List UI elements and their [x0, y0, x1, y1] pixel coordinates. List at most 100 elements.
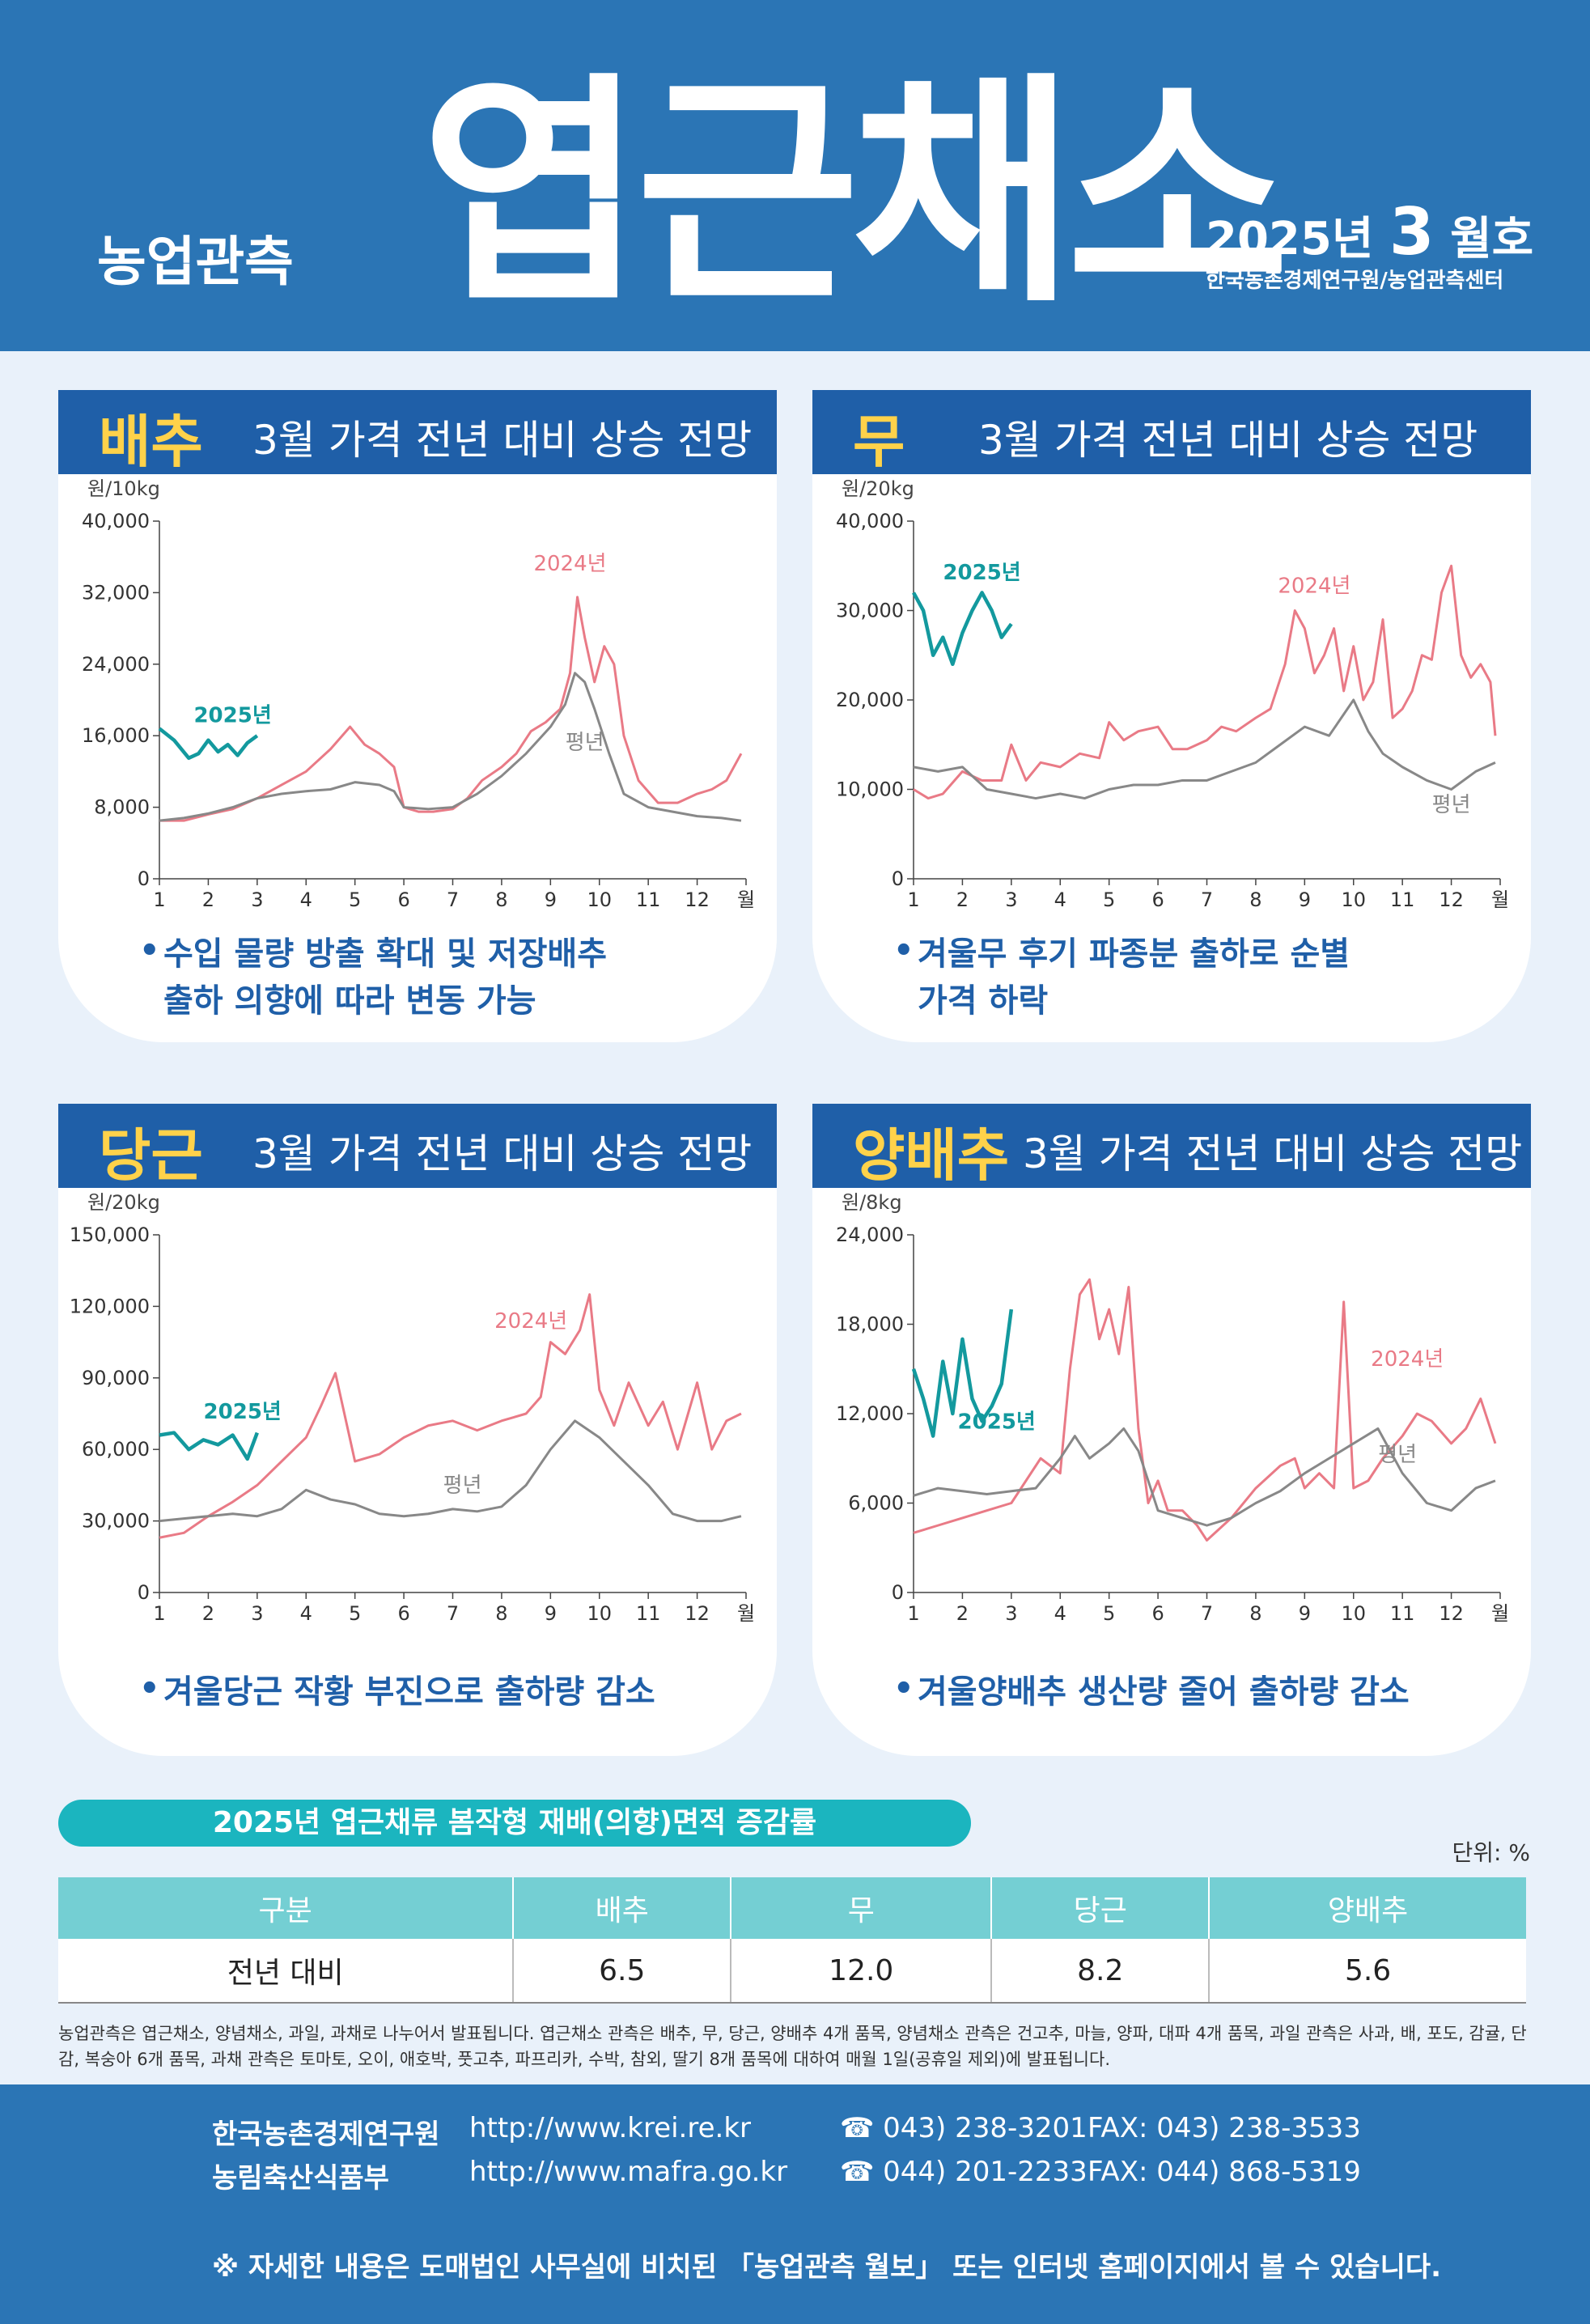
issue-date: 2025년 3 월호	[1206, 194, 1533, 269]
x-tick-label: 2	[202, 888, 214, 911]
y-tick-label: 60,000	[82, 1438, 150, 1461]
y-unit-label: 원/10kg	[87, 477, 160, 500]
x-tick-label: 5	[349, 888, 361, 911]
series-line-2024년	[913, 1278, 1497, 1542]
org-name: 한국농촌경제연구원	[212, 2118, 440, 2151]
x-tick-label: 2	[956, 1602, 969, 1625]
panel-title-bar: 배추 3월 가격 전년 대비 상승 전망	[58, 390, 777, 475]
header: 농업관측 엽근채소 2025년 3 월호 한국농촌경제연구원/농업관측센터	[0, 0, 1590, 351]
y-unit-label: 원/8kg	[842, 1191, 902, 1214]
publisher: 한국농촌경제연구원/농업관측센터	[1206, 269, 1504, 293]
x-tick-label: 5	[349, 1602, 361, 1625]
panel-headline: 3월 가격 전년 대비 상승 전망	[252, 417, 753, 464]
footnote: 농업관측은 엽근채소, 양념채소, 과일, 과채로 나누어서 발표됩니다. 엽근…	[58, 2024, 1527, 2069]
x-tick-label: 11	[1390, 1602, 1415, 1625]
y-tick-label: 90,000	[82, 1367, 150, 1389]
y-tick-label: 30,000	[82, 1510, 150, 1533]
series-label: 평년	[1378, 1443, 1417, 1467]
panel-headline: 3월 가격 전년 대비 상승 전망	[252, 1130, 753, 1177]
y-tick-label: 10,000	[836, 778, 904, 801]
x-tick-label: 12	[685, 1602, 710, 1625]
x-tick-label: 12	[685, 888, 710, 911]
table-title: 2025년 엽근채류 봄작형 재배(의향)면적 증감률	[58, 1800, 971, 1847]
org-phone: ☎ 044) 201-2233	[840, 2156, 1088, 2188]
table-cell: 전년 대비	[58, 1939, 514, 2004]
x-tick-label: 11	[636, 1602, 661, 1625]
y-tick-label: 0	[138, 1581, 150, 1604]
panel-name: 무	[853, 409, 905, 475]
panel-cabbage: 배추 3월 가격 전년 대비 상승 전망 원/10kg 0 8,000 16,000 2…	[58, 390, 777, 1042]
series-line-평년	[159, 1419, 742, 1523]
x-tick-label: 8	[1249, 1602, 1261, 1625]
y-tick-label: 120,000	[70, 1295, 150, 1317]
y-tick-label: 30,000	[836, 600, 904, 622]
table-cell: 6.5	[512, 1939, 731, 2004]
x-tick-label: 9	[545, 888, 557, 911]
bullet-icon: •	[139, 1670, 160, 1707]
table-cell: 8.2	[990, 1939, 1210, 2004]
table-header-cell: 배추	[512, 1877, 731, 1939]
x-tick-label: 6	[397, 888, 409, 911]
series-label: 평년	[443, 1474, 482, 1498]
series-label: 평년	[1432, 793, 1471, 817]
x-tick-label: 2	[956, 888, 969, 911]
series-line-평년	[913, 698, 1496, 800]
issue-suffix: 월호	[1450, 213, 1534, 265]
x-tick-label: 3	[251, 1602, 263, 1625]
footer-notice: ※ 자세한 내용은 도매법인 사무실에 비치된 「농업관측 월보」 또는 인터넷…	[212, 2251, 1442, 2284]
org-name: 농림축산식품부	[212, 2162, 389, 2195]
series-label: 2025년	[958, 1410, 1036, 1434]
panel-note: 겨울당근 작황 부진으로 출하량 감소	[163, 1673, 655, 1711]
series-line-평년	[913, 1427, 1496, 1527]
x-tick-label: 3	[1005, 888, 1017, 911]
area-change-table: 구분 배추 무 당근 양배추 전년 대비 6.5 12.0 8.2 5.6	[58, 1877, 1526, 2004]
panel-note: 겨울무 후기 파종분 출하로 순별 가격 하락	[918, 935, 1350, 1020]
x-tick-label: 8	[495, 1602, 507, 1625]
panel-headline: 3월 가격 전년 대비 상승 전망	[1023, 1130, 1523, 1177]
footer: 한국농촌경제연구원 http://www.krei.re.kr ☎ 043) 2…	[0, 2084, 1590, 2324]
org-fax: FAX: 044) 868-5319	[1088, 2156, 1361, 2188]
y-tick-label: 0	[892, 867, 904, 890]
org-url[interactable]: http://www.mafra.go.kr	[469, 2156, 788, 2188]
panel-name: 배추	[99, 409, 203, 475]
table-header-cell: 무	[730, 1877, 992, 1939]
x-tick-label: 2	[202, 1602, 214, 1625]
issue-month: 3	[1389, 194, 1435, 269]
series-label: 2024년	[1371, 1347, 1444, 1372]
y-tick-label: 18,000	[836, 1313, 904, 1336]
y-tick-label: 12,000	[836, 1402, 904, 1425]
x-tick-label: 11	[636, 888, 661, 911]
series-label: 2025년	[193, 704, 271, 728]
x-tick-label: 6	[397, 1602, 409, 1625]
y-tick-label: 0	[138, 867, 150, 890]
panel-name: 당근	[99, 1122, 203, 1189]
x-tick-label: 월	[737, 888, 755, 911]
x-tick-label: 7	[447, 1602, 459, 1625]
x-tick-label: 1	[153, 1602, 165, 1625]
org-url[interactable]: http://www.krei.re.kr	[469, 2112, 751, 2144]
table-unit: 단위: %	[1452, 1839, 1530, 1866]
panel-cabbage-head: 양배추 3월 가격 전년 대비 상승 전망 원/8kg 0 6,000 12,000 1…	[812, 1104, 1531, 1756]
x-tick-label: 12	[1439, 888, 1464, 911]
bullet-icon: •	[139, 932, 160, 969]
panel-name: 양배추	[853, 1122, 1010, 1189]
series-line-2025년	[911, 1308, 1014, 1438]
panel-radish: 무 3월 가격 전년 대비 상승 전망 원/20kg 0 10,000 20,000 3…	[812, 390, 1531, 1042]
series-label: 평년	[566, 731, 604, 755]
x-tick-label: 11	[1390, 888, 1415, 911]
table-cell: 5.6	[1208, 1939, 1526, 2004]
x-tick-label: 10	[587, 1602, 612, 1625]
y-tick-label: 150,000	[70, 1223, 150, 1246]
x-tick-label: 10	[587, 888, 612, 911]
x-tick-label: 3	[251, 888, 263, 911]
y-tick-label: 6,000	[848, 1492, 904, 1515]
x-tick-label: 4	[1054, 888, 1066, 911]
series-line-2025년	[159, 1431, 259, 1461]
y-tick-label: 16,000	[82, 724, 150, 747]
y-tick-label: 32,000	[82, 581, 150, 604]
x-tick-label: 10	[1341, 1602, 1366, 1625]
org-fax: FAX: 043) 238-3533	[1088, 2112, 1361, 2144]
bullet-icon: •	[893, 1670, 914, 1707]
